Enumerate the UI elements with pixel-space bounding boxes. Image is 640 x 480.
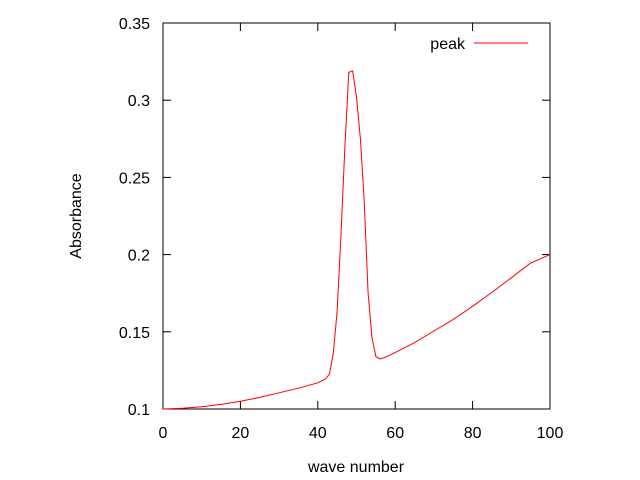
y-tick-labels: 0.1 0.15 0.2 0.25 0.3 0.35 <box>119 16 150 419</box>
x-axis-label: wave number <box>307 459 405 476</box>
x-tick-label: 0 <box>159 425 168 442</box>
y-axis-label: Absorbance <box>68 173 85 258</box>
x-tick-label: 80 <box>464 425 482 442</box>
x-tick-label: 100 <box>537 425 564 442</box>
y-tick-label: 0.25 <box>119 170 150 187</box>
y-tick-label: 0.1 <box>128 402 150 419</box>
x-tick-label: 60 <box>386 425 404 442</box>
legend-label: peak <box>430 36 466 53</box>
y-tick-label: 0.3 <box>128 93 150 110</box>
y-tick-label: 0.15 <box>119 325 150 342</box>
series-line-peak <box>162 70 551 410</box>
x-tick-labels: 0 20 40 60 80 100 <box>159 425 564 442</box>
plot-frame <box>162 22 551 410</box>
legend: peak <box>430 36 528 53</box>
ticks <box>162 22 551 410</box>
y-tick-label: 0.2 <box>128 248 150 265</box>
y-tick-label: 0.35 <box>119 16 150 33</box>
x-tick-label: 40 <box>309 425 327 442</box>
x-tick-label: 20 <box>232 425 250 442</box>
